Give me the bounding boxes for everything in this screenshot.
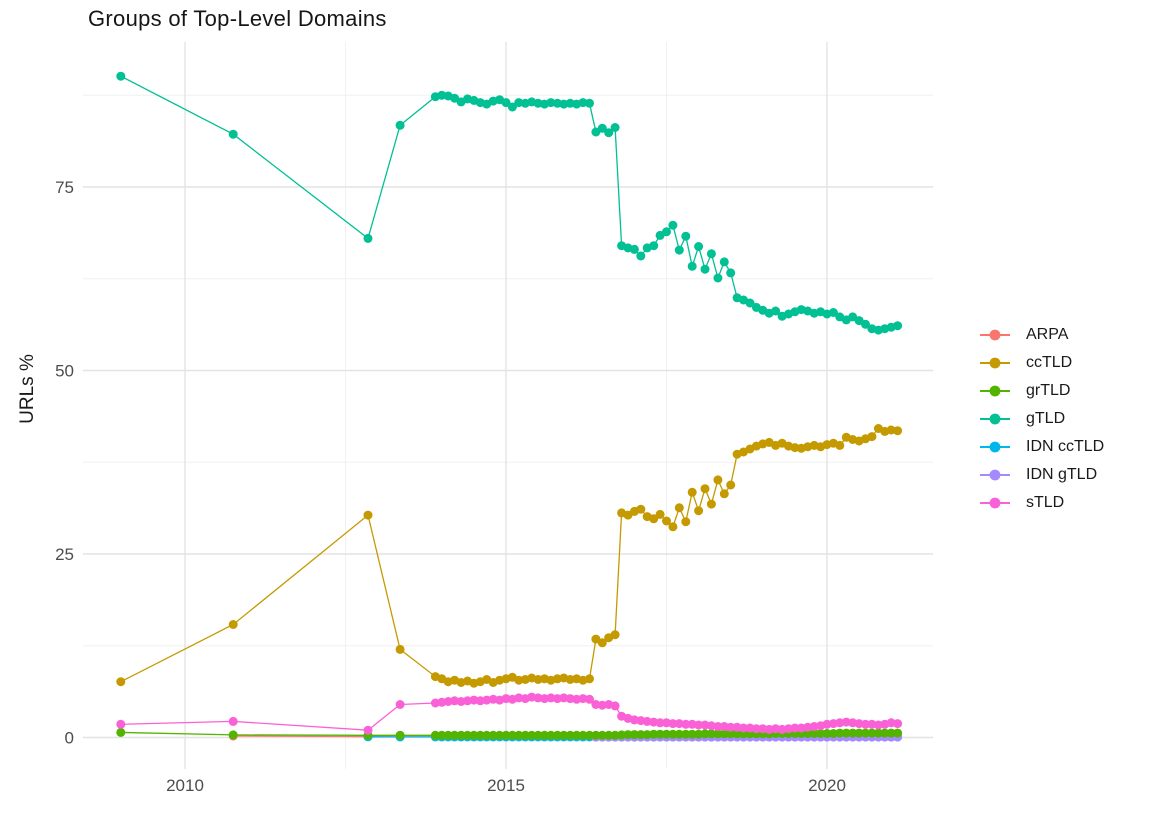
series-points — [116, 692, 903, 735]
legend-label: ccTLD — [1026, 354, 1073, 371]
chart-title: Groups of Top-Level Domains — [88, 6, 387, 31]
legend-label: sTLD — [1026, 494, 1065, 511]
series-stld — [116, 692, 903, 735]
series-grtld — [116, 727, 903, 740]
y-tick-label: 75 — [55, 178, 74, 197]
legend-item-arpa: ARPA — [977, 321, 1104, 349]
x-tick-label: 2015 — [487, 776, 525, 795]
legend-key-icon — [980, 413, 1010, 425]
legend-key-icon — [980, 329, 1010, 341]
legend-item-grtld: grTLD — [977, 377, 1104, 405]
y-tick-label: 50 — [55, 362, 74, 381]
legend-item-idn-cctld: IDN ccTLD — [977, 433, 1104, 461]
series-points — [116, 424, 903, 688]
legend-item-gtld: gTLD — [977, 405, 1104, 433]
series-points — [116, 727, 903, 740]
legend-item-idn-gtld: IDN gTLD — [977, 461, 1104, 489]
legend-label: IDN ccTLD — [1026, 438, 1105, 455]
gridlines — [83, 42, 933, 769]
series-points — [116, 71, 903, 335]
legend-item-cctld: ccTLD — [977, 349, 1104, 377]
legend-label: IDN gTLD — [1026, 466, 1098, 483]
y-tick-label: 0 — [65, 729, 74, 748]
series-cctld — [116, 424, 903, 688]
legend-key-icon — [980, 385, 1010, 397]
legend-key-icon — [980, 497, 1010, 509]
axis-tick-labels: 0 25 50 75 2010 2015 2020 — [55, 178, 846, 795]
legend-label: gTLD — [1026, 410, 1066, 427]
legend-label: grTLD — [1026, 382, 1071, 399]
x-tick-label: 2020 — [808, 776, 846, 795]
legend-item-stld: sTLD — [977, 489, 1104, 517]
series-gtld — [116, 71, 903, 335]
legend-key-icon — [980, 357, 1010, 369]
y-tick-label: 25 — [55, 545, 74, 564]
legend-label: ARPA — [1026, 326, 1069, 343]
series-line — [120, 75, 898, 331]
x-tick-label: 2010 — [166, 776, 204, 795]
legend: ARPA ccTLD grTLD gTLD IDN ccTLD IDN gTLD sTLD — [977, 321, 1104, 517]
series-line — [120, 427, 898, 684]
legend-key-icon — [980, 441, 1010, 453]
legend-key-icon — [980, 469, 1010, 481]
